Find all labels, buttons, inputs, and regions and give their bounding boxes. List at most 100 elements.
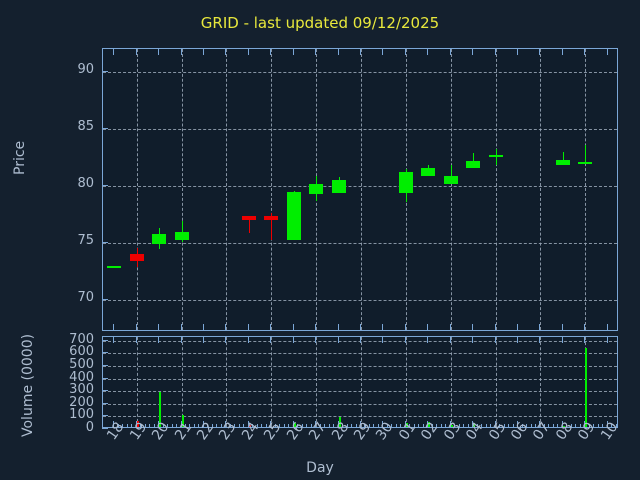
volume-axis-tick-label: 400 (69, 369, 94, 385)
day-axis-minor-tick (377, 424, 379, 428)
day-axis-tick (337, 336, 339, 343)
day-axis-tick (247, 48, 249, 55)
day-axis-minor-tick (530, 424, 532, 428)
day-axis-minor-tick (167, 424, 169, 428)
day-axis-minor-tick (395, 424, 397, 428)
day-axis-tick (202, 48, 204, 55)
candle-body (398, 172, 413, 193)
day-axis-tick (315, 48, 317, 55)
day-axis-minor-tick (189, 424, 191, 428)
day-axis-minor-tick (297, 424, 299, 428)
day-axis-minor-tick (144, 424, 146, 428)
day-axis-tick (606, 48, 608, 55)
day-axis-minor-tick (149, 424, 151, 428)
day-axis-tick (584, 336, 586, 343)
price-gridline-vertical (181, 49, 183, 330)
volume-axis-tick-label: 300 (69, 382, 94, 398)
candle-body (578, 161, 593, 164)
day-axis-minor-tick (476, 424, 478, 428)
day-axis-minor-tick (328, 424, 330, 428)
day-axis-tick (315, 421, 317, 428)
day-axis-minor-tick (176, 424, 178, 428)
day-axis-minor-tick (261, 424, 263, 428)
candle-wick (473, 152, 474, 168)
price-axis-tick-label: 90 (77, 61, 94, 77)
day-axis-minor-tick (198, 424, 200, 428)
price-gridline-vertical (361, 49, 362, 330)
price-gridline-vertical (540, 49, 542, 330)
day-axis-minor-tick (463, 424, 465, 428)
day-axis-minor-tick (211, 424, 213, 428)
volume-panel (102, 336, 618, 428)
volume-axis-label: Volume (0000) (20, 333, 36, 437)
candle-wick (182, 221, 183, 242)
day-axis-minor-tick (355, 424, 357, 428)
volume-gridline (103, 391, 617, 393)
day-axis-minor-tick (409, 424, 411, 428)
price-gridline-vertical (450, 49, 452, 330)
chart-title: GRID - last updated 09/12/2025 (200, 14, 440, 32)
volume-axis-tick (102, 377, 108, 379)
day-axis-minor-tick (566, 424, 568, 428)
volume-axis-tick (102, 352, 108, 354)
day-axis-tick (202, 324, 204, 331)
price-axis-tick-label: 80 (77, 175, 94, 191)
day-axis-tick (247, 324, 249, 331)
day-axis-tick (113, 336, 115, 343)
day-axis-minor-tick (207, 424, 209, 428)
day-axis-tick (292, 324, 294, 331)
day-axis-minor-tick (552, 424, 554, 428)
volume-bar (585, 348, 587, 427)
day-axis-minor-tick (422, 424, 424, 428)
day-axis-tick (427, 421, 429, 428)
day-axis-minor-tick (467, 424, 469, 428)
day-axis-minor-tick (431, 424, 433, 428)
day-axis-tick (135, 48, 137, 55)
volume-gridline (103, 416, 617, 418)
volume-bar (137, 421, 139, 427)
day-axis-tick (225, 324, 227, 331)
day-axis-tick (517, 336, 519, 343)
day-axis-tick (337, 324, 339, 331)
volume-axis-tick-label: 100 (69, 407, 94, 423)
day-axis-tick (561, 421, 563, 428)
day-axis-minor-tick (346, 424, 348, 428)
day-axis-tick (606, 421, 608, 428)
day-axis-minor-tick (301, 424, 303, 428)
day-axis-tick (158, 421, 160, 428)
day-axis-tick (561, 324, 563, 331)
day-axis-minor-tick (185, 424, 186, 428)
day-axis-minor-tick (283, 424, 285, 428)
volume-gridline (103, 365, 617, 367)
volume-bar (473, 423, 475, 427)
day-axis-minor-tick (548, 424, 550, 428)
day-axis-minor-tick (220, 424, 222, 428)
price-gridline (103, 300, 617, 302)
day-axis-tick (360, 324, 361, 331)
day-axis-tick (404, 336, 406, 343)
day-axis-minor-tick (171, 424, 173, 428)
day-axis-minor-tick (526, 424, 528, 428)
day-axis-tick (113, 324, 115, 331)
candle-body (443, 175, 458, 184)
day-axis-minor-tick (364, 424, 366, 428)
candle-wick (451, 165, 452, 184)
day-axis-tick (360, 336, 361, 343)
volume-gridline-vertical (181, 337, 183, 427)
volume-gridline-vertical (226, 337, 228, 427)
day-axis-minor-tick (579, 424, 581, 428)
day-axis-minor-tick (575, 424, 577, 428)
candle-wick (271, 213, 272, 240)
day-axis-minor-tick (122, 424, 124, 428)
day-axis-tick (404, 324, 406, 331)
day-axis-minor-tick (229, 424, 231, 428)
candle-body (241, 215, 256, 221)
candle-wick (563, 151, 564, 166)
day-axis-tick (360, 48, 361, 55)
day-axis-minor-tick (570, 424, 572, 428)
day-axis-minor-tick (162, 424, 164, 428)
day-axis-tick (494, 336, 496, 343)
volume-bar (563, 425, 565, 427)
day-axis-minor-tick (193, 424, 195, 428)
